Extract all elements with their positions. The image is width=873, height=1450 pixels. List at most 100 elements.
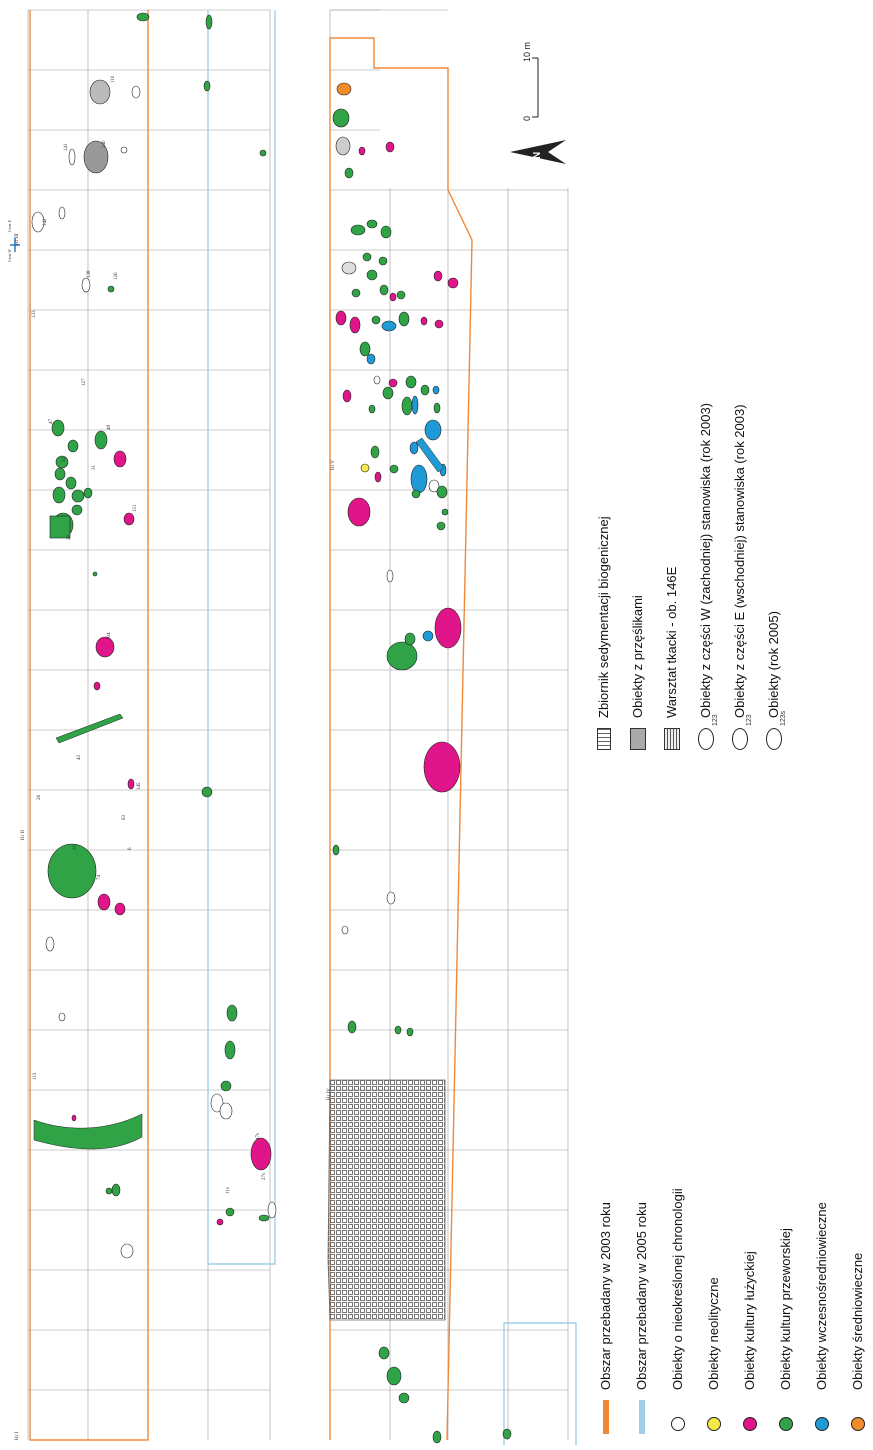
legend-label: Obiekty z przęślikami	[630, 595, 645, 718]
feature	[332, 844, 340, 856]
legend-label: Obiekty z części E (wschodniej) stanowis…	[732, 404, 747, 718]
legend-label: Obiekty o nieokreślonej chronologii	[670, 1188, 685, 1390]
feature-number-label: 141	[64, 143, 69, 151]
feature-long	[415, 437, 445, 473]
workshop-swatch	[664, 728, 680, 750]
feature	[114, 902, 126, 916]
legend-label: Obiekty kultury przeworskiej	[778, 1228, 793, 1390]
boundary-2003-right	[329, 37, 473, 1441]
feature	[97, 893, 111, 911]
scale-label-ten: 10 m	[522, 42, 532, 62]
feature	[332, 108, 350, 128]
feature	[47, 843, 97, 899]
feature	[83, 487, 93, 499]
feature	[373, 375, 381, 385]
feature	[113, 450, 127, 468]
feature	[388, 378, 398, 388]
feature	[219, 1102, 233, 1120]
feature	[359, 341, 371, 357]
feature	[58, 206, 66, 220]
feature-number-label: 11s	[226, 1187, 231, 1194]
feature	[203, 80, 211, 92]
feature	[381, 320, 397, 332]
feature	[136, 12, 150, 22]
feature	[224, 1040, 236, 1060]
feature	[45, 936, 55, 952]
legend-label: Obszar przebadany w 2003 roku	[598, 1202, 613, 1390]
feature	[410, 464, 428, 494]
feature-number-label: 133	[32, 310, 37, 318]
feature-number-label: 138	[87, 270, 92, 278]
north-label: N	[532, 152, 543, 159]
feature	[424, 419, 442, 441]
feature	[398, 311, 410, 327]
feature	[347, 1020, 357, 1034]
feature	[344, 167, 354, 179]
boundary-2003-left	[29, 10, 149, 1441]
feature-number-label: 48	[107, 425, 112, 431]
feature	[350, 224, 366, 236]
feature	[259, 149, 267, 157]
feature-number-label: 142	[43, 218, 48, 226]
feature-trench	[55, 713, 124, 744]
feature	[336, 82, 352, 96]
feature	[335, 310, 347, 326]
feature	[349, 316, 361, 334]
feature-number-label: 43	[77, 755, 82, 761]
cross-label-right: Crest E	[7, 220, 12, 232]
feature	[386, 891, 396, 905]
feature	[81, 277, 91, 293]
feature-number-label: 126	[114, 272, 119, 280]
legend-swatch-circle	[707, 1417, 721, 1431]
feature	[55, 455, 69, 469]
ellipse-swatch	[698, 728, 714, 750]
feature	[216, 1218, 224, 1226]
feature	[502, 1428, 512, 1440]
legend-label: Zbiornik sedymentacji biogenicznej	[596, 516, 611, 718]
feature-number-label: 28	[67, 535, 72, 541]
sieve-swatch	[630, 728, 646, 750]
feature-number-label: 52	[62, 457, 67, 463]
feature	[341, 925, 349, 935]
feature	[378, 256, 388, 266]
feature	[382, 386, 394, 400]
feature	[433, 402, 441, 414]
feature	[120, 146, 128, 154]
legend-label: Warsztat tkacki - ob. 146E	[664, 566, 679, 718]
feature-number-label: 110	[111, 75, 116, 83]
feature	[379, 284, 389, 296]
feature	[386, 641, 418, 671]
feature	[58, 1012, 66, 1022]
feature	[94, 430, 108, 450]
feature	[341, 261, 357, 275]
feature	[201, 786, 213, 798]
feature	[131, 85, 141, 99]
feature-workshop	[49, 515, 71, 539]
legend-swatch-circle	[851, 1417, 865, 1431]
feature	[342, 389, 352, 403]
feature	[380, 225, 392, 239]
feature	[386, 569, 394, 583]
feature	[52, 486, 66, 504]
feature-number-label: 127	[82, 378, 87, 386]
feature	[441, 508, 449, 516]
feature	[378, 1346, 390, 1360]
feature	[67, 439, 79, 453]
feature-number-label: 29	[73, 845, 78, 851]
feature-number-label: 74	[97, 875, 102, 881]
feature-number-label: 63	[122, 815, 127, 821]
biogenic-swatch	[597, 728, 611, 750]
feature	[405, 375, 417, 389]
feature-trench	[33, 1113, 143, 1150]
feature	[51, 419, 65, 437]
legend-swatch-circle	[743, 1417, 757, 1431]
feature	[95, 636, 115, 658]
feature	[351, 288, 361, 298]
legend-label: Obiekty wczesnośredniowieczne	[814, 1202, 829, 1390]
feature	[385, 141, 395, 153]
feature	[65, 476, 77, 490]
feature	[386, 1366, 402, 1386]
section-label: Hr I	[15, 1431, 20, 1440]
feature	[436, 485, 448, 499]
